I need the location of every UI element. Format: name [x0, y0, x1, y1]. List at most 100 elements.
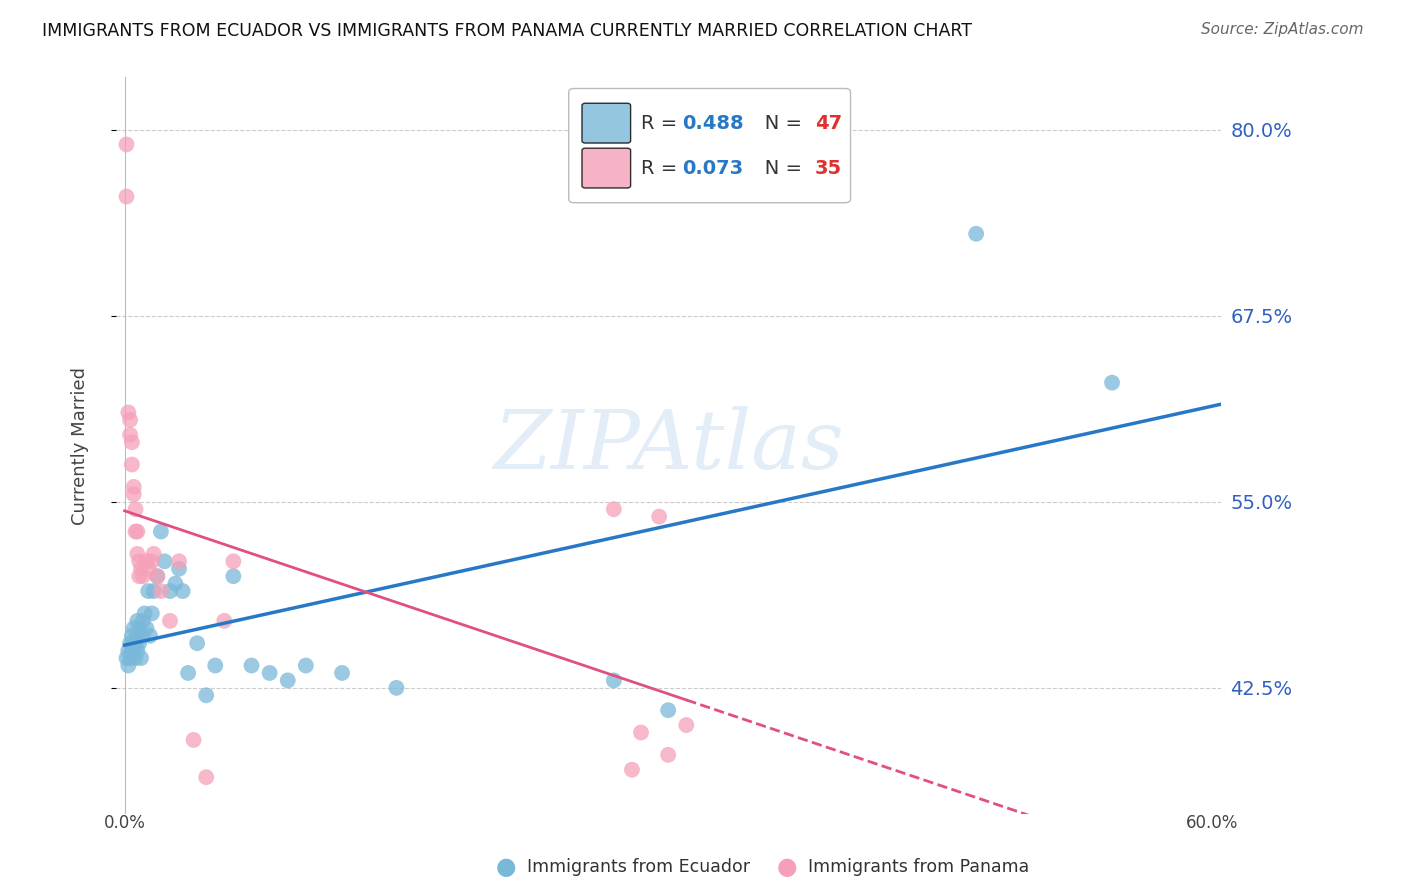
Point [132, 614, 155, 628]
Point [603, 502, 626, 516]
Y-axis label: Currently Married: Currently Married [72, 367, 89, 524]
Point [146, 569, 169, 583]
Point [121, 458, 143, 472]
Point [177, 665, 200, 680]
Point [127, 643, 149, 657]
Point [385, 681, 408, 695]
Point [186, 636, 208, 650]
Point [117, 658, 139, 673]
Text: Immigrants from Panama: Immigrants from Panama [808, 858, 1029, 876]
Text: N =: N = [745, 113, 808, 133]
Point [120, 651, 142, 665]
Text: 0.488: 0.488 [682, 113, 744, 133]
Point [117, 643, 139, 657]
Point [603, 673, 626, 688]
FancyBboxPatch shape [568, 88, 851, 202]
Point [128, 621, 150, 635]
Text: R =: R = [641, 113, 683, 133]
Point [120, 413, 142, 427]
Point [149, 524, 172, 539]
Point [222, 569, 245, 583]
Point [122, 480, 145, 494]
Point [657, 703, 679, 717]
Point [124, 651, 146, 665]
Text: 47: 47 [815, 113, 842, 133]
Point [141, 554, 163, 568]
Point [122, 621, 145, 635]
Point [141, 607, 163, 621]
Point [214, 614, 236, 628]
Point [330, 665, 353, 680]
Point [620, 763, 643, 777]
Text: Immigrants from Ecuador: Immigrants from Ecuador [527, 858, 751, 876]
Point [128, 636, 150, 650]
Point [127, 629, 149, 643]
Text: ●: ● [778, 855, 797, 879]
Point [136, 584, 159, 599]
Point [204, 658, 226, 673]
Point [115, 137, 138, 152]
Point [675, 718, 697, 732]
Point [149, 584, 172, 599]
Point [121, 643, 143, 657]
Point [128, 554, 150, 568]
Point [648, 509, 671, 524]
Point [1101, 376, 1123, 390]
Text: 0.0%: 0.0% [104, 814, 146, 832]
Point [259, 665, 281, 680]
Text: 35: 35 [815, 159, 842, 178]
Point [222, 554, 245, 568]
FancyBboxPatch shape [582, 148, 631, 188]
Point [132, 569, 155, 583]
Point [165, 576, 187, 591]
Point [134, 607, 156, 621]
Text: 60.0%: 60.0% [1185, 814, 1237, 832]
Point [121, 435, 143, 450]
Point [127, 614, 149, 628]
Point [167, 554, 190, 568]
Point [277, 673, 299, 688]
FancyBboxPatch shape [582, 103, 631, 143]
Point [115, 651, 138, 665]
Point [195, 688, 218, 702]
Text: IMMIGRANTS FROM ECUADOR VS IMMIGRANTS FROM PANAMA CURRENTLY MARRIED CORRELATION : IMMIGRANTS FROM ECUADOR VS IMMIGRANTS FR… [42, 22, 972, 40]
Point [120, 427, 142, 442]
Point [124, 524, 146, 539]
Point [132, 629, 155, 643]
Point [129, 651, 152, 665]
Point [120, 636, 142, 650]
Point [127, 524, 149, 539]
Point [139, 629, 162, 643]
Text: Source: ZipAtlas.com: Source: ZipAtlas.com [1201, 22, 1364, 37]
Text: N =: N = [745, 159, 808, 178]
Point [195, 770, 218, 784]
Point [122, 487, 145, 501]
Point [115, 189, 138, 203]
Point [127, 547, 149, 561]
Point [124, 636, 146, 650]
Text: 0.073: 0.073 [682, 159, 744, 178]
Point [159, 584, 181, 599]
Point [135, 621, 157, 635]
Point [117, 405, 139, 419]
Point [142, 547, 165, 561]
Text: ZIPAtlas: ZIPAtlas [494, 406, 844, 486]
Point [172, 584, 194, 599]
Point [240, 658, 263, 673]
Point [965, 227, 987, 241]
Point [630, 725, 652, 739]
Point [153, 554, 176, 568]
Point [183, 733, 205, 747]
Point [167, 562, 190, 576]
Point [142, 584, 165, 599]
Point [121, 629, 143, 643]
Point [124, 502, 146, 516]
Point [295, 658, 318, 673]
Point [159, 614, 181, 628]
Text: R =: R = [641, 159, 683, 178]
Point [146, 569, 169, 583]
Point [129, 562, 152, 576]
Text: ●: ● [496, 855, 516, 879]
Point [122, 636, 145, 650]
Point [128, 569, 150, 583]
